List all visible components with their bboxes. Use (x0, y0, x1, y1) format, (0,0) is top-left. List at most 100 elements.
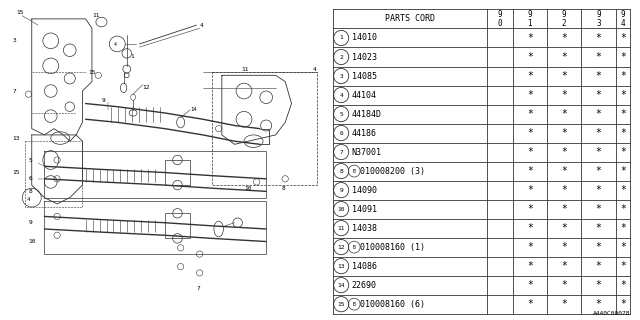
Text: 8: 8 (282, 186, 286, 191)
Text: *: * (596, 280, 602, 290)
Text: *: * (561, 185, 567, 195)
Text: 13: 13 (13, 136, 20, 140)
Text: 14086: 14086 (352, 262, 377, 271)
Text: *: * (620, 90, 626, 100)
Text: *: * (527, 204, 533, 214)
Text: *: * (596, 223, 602, 233)
Text: 3: 3 (13, 38, 17, 43)
Text: *: * (561, 280, 567, 290)
Text: A440C00078: A440C00078 (593, 311, 630, 316)
Text: *: * (527, 109, 533, 119)
Text: *: * (527, 299, 533, 309)
Text: *: * (596, 299, 602, 309)
Text: *: * (561, 223, 567, 233)
Text: 4: 4 (27, 197, 30, 202)
Text: 8: 8 (29, 189, 33, 194)
Text: *: * (527, 280, 533, 290)
Text: *: * (596, 128, 602, 138)
Text: *: * (561, 166, 567, 176)
Bar (165, 213, 190, 238)
Text: B: B (353, 169, 356, 173)
Text: 5: 5 (339, 112, 343, 116)
Text: 1: 1 (339, 36, 343, 41)
Text: 11: 11 (337, 226, 345, 231)
Text: 6: 6 (339, 131, 343, 136)
Text: 15: 15 (337, 302, 345, 307)
Text: *: * (620, 147, 626, 157)
Text: *: * (561, 52, 567, 62)
Text: *: * (561, 33, 567, 43)
Text: *: * (527, 71, 533, 81)
Text: *: * (596, 261, 602, 271)
Text: 14023: 14023 (352, 52, 377, 61)
Text: *: * (527, 52, 533, 62)
Text: *: * (596, 204, 602, 214)
Text: 44186: 44186 (352, 129, 377, 138)
Text: *: * (620, 52, 626, 62)
Text: 14091: 14091 (352, 204, 377, 213)
Text: 9
2: 9 2 (562, 10, 566, 28)
Bar (165, 160, 190, 185)
Text: *: * (527, 185, 533, 195)
Text: 4: 4 (313, 67, 317, 72)
Text: 14: 14 (190, 107, 196, 112)
Text: 11: 11 (241, 67, 248, 72)
Text: *: * (527, 166, 533, 176)
Text: 9
4: 9 4 (621, 10, 625, 28)
Text: *: * (596, 109, 602, 119)
Text: 1: 1 (130, 54, 134, 59)
Text: *: * (596, 166, 602, 176)
Text: 9
0: 9 0 (498, 10, 502, 28)
Text: *: * (620, 185, 626, 195)
Text: *: * (561, 71, 567, 81)
Text: 010008160 (1): 010008160 (1) (360, 243, 424, 252)
Text: *: * (620, 242, 626, 252)
Text: 4: 4 (200, 23, 204, 28)
Text: 010008160 (6): 010008160 (6) (360, 300, 424, 309)
Text: *: * (527, 33, 533, 43)
Text: *: * (596, 71, 602, 81)
Text: *: * (620, 280, 626, 290)
Text: 2: 2 (339, 54, 343, 60)
Text: 4: 4 (339, 92, 343, 98)
Text: PARTS CORD: PARTS CORD (385, 14, 435, 23)
Text: *: * (561, 90, 567, 100)
Text: 14038: 14038 (352, 224, 377, 233)
Text: 10: 10 (29, 239, 36, 244)
Text: *: * (527, 147, 533, 157)
Text: 8: 8 (339, 169, 343, 173)
Text: 13: 13 (337, 264, 345, 268)
Text: *: * (561, 299, 567, 309)
Text: N37001: N37001 (352, 148, 381, 156)
Text: *: * (561, 109, 567, 119)
Text: B: B (353, 302, 356, 307)
Text: 15: 15 (13, 170, 20, 175)
Text: *: * (620, 299, 626, 309)
Text: *: * (596, 52, 602, 62)
Text: 7: 7 (339, 149, 343, 155)
Text: 7: 7 (13, 89, 17, 93)
Text: 7: 7 (196, 286, 200, 291)
Text: *: * (620, 71, 626, 81)
Text: 12: 12 (143, 85, 150, 90)
Text: *: * (527, 128, 533, 138)
Text: *: * (561, 204, 567, 214)
Text: *: * (561, 128, 567, 138)
Text: 3: 3 (339, 74, 343, 78)
Text: 12: 12 (337, 244, 345, 250)
Text: 44184D: 44184D (352, 109, 381, 118)
Text: B: B (353, 244, 356, 250)
Text: *: * (561, 242, 567, 252)
Text: 15: 15 (16, 10, 24, 15)
Text: 15: 15 (89, 70, 96, 75)
Text: *: * (596, 90, 602, 100)
Text: *: * (596, 33, 602, 43)
Text: 9: 9 (29, 220, 33, 225)
Text: *: * (596, 147, 602, 157)
Text: 14010: 14010 (352, 34, 377, 43)
Text: 5: 5 (29, 157, 33, 163)
Text: *: * (527, 223, 533, 233)
Text: *: * (620, 223, 626, 233)
Text: *: * (527, 261, 533, 271)
Text: 9: 9 (339, 188, 343, 193)
